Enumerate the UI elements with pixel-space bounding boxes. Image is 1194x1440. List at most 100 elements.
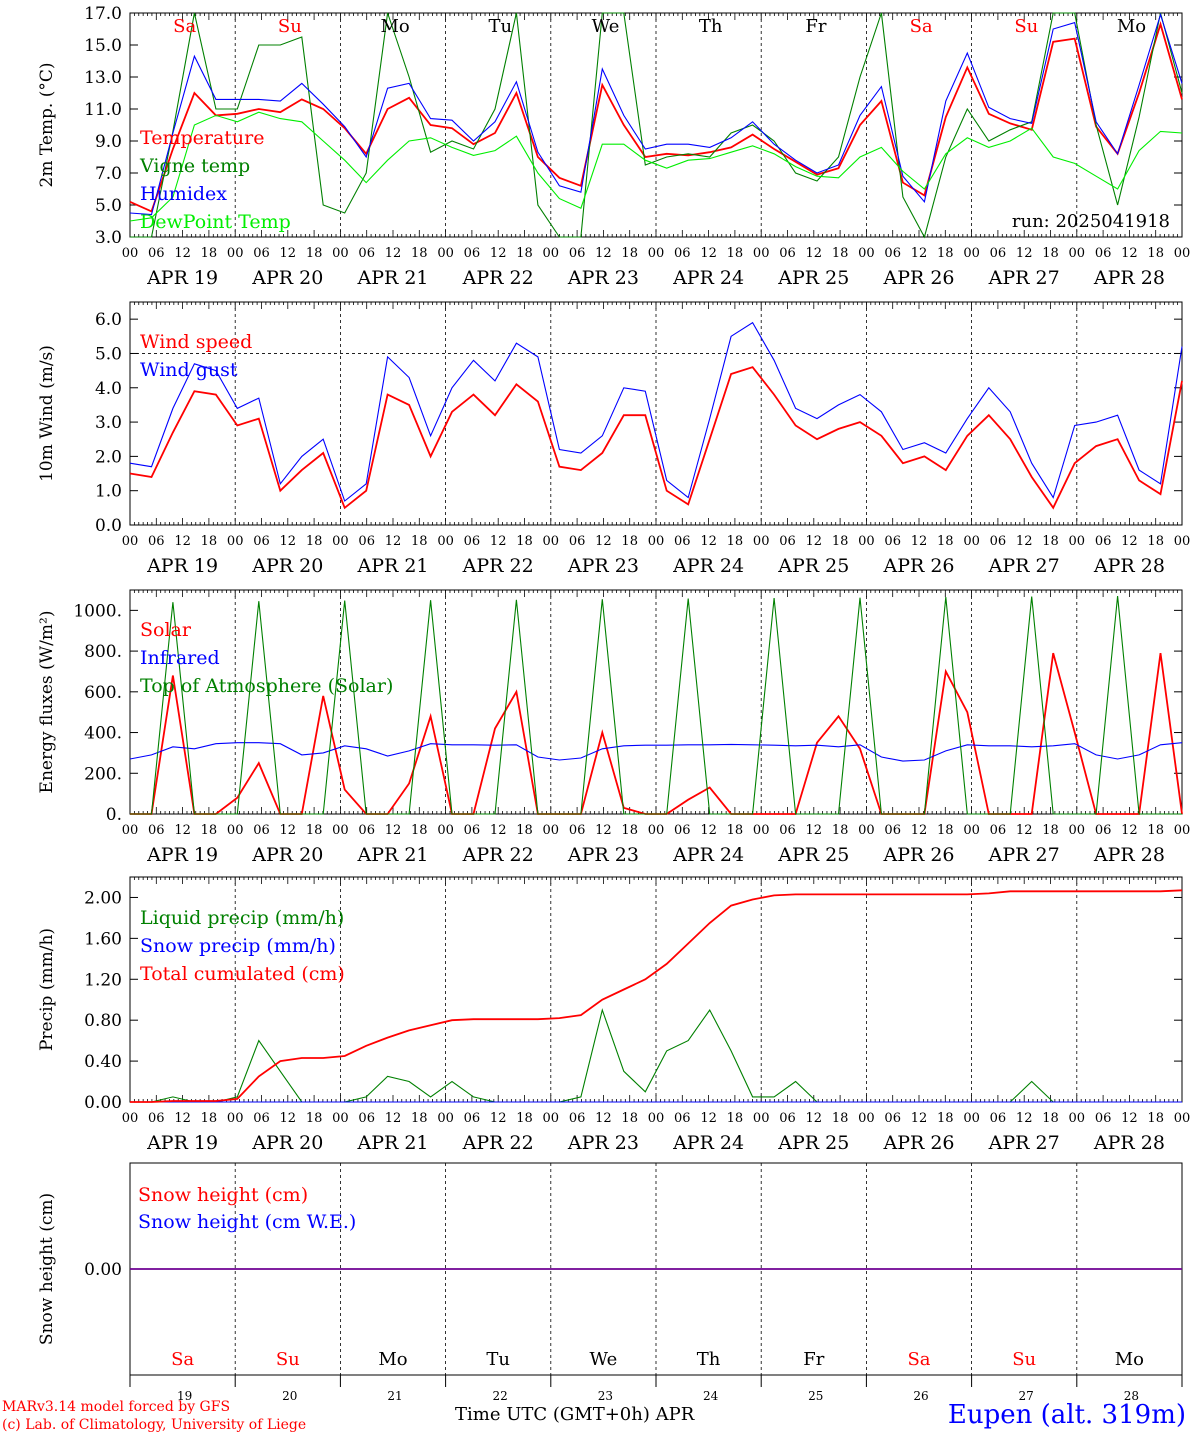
- day-number-label: 24: [703, 1389, 719, 1403]
- hour-tick-label: 00: [227, 823, 244, 838]
- hour-tick-label: 00: [1174, 823, 1191, 838]
- series-line-humidex: [129, 12, 1183, 216]
- date-label: APR 28: [1093, 844, 1165, 866]
- day-name-label: Su: [278, 16, 302, 37]
- day-name-label: Mo: [380, 16, 409, 37]
- date-label: APR 28: [1093, 267, 1165, 289]
- hour-tick-label: 18: [201, 1111, 218, 1126]
- hour-tick-label: 18: [516, 823, 533, 838]
- hour-tick-label: 18: [727, 823, 744, 838]
- hour-tick-label: 18: [516, 246, 533, 261]
- hour-tick-label: 12: [174, 1111, 191, 1126]
- date-label: APR 25: [777, 844, 849, 866]
- hour-tick-label: 06: [674, 246, 691, 261]
- hour-tick-label: 00: [753, 534, 770, 549]
- hour-tick-label: 12: [700, 534, 717, 549]
- hour-tick-label: 06: [884, 823, 901, 838]
- hour-tick-label: 00: [332, 1111, 349, 1126]
- date-label: APR 22: [462, 555, 534, 577]
- legend-entry: Total cumulated (cm): [140, 963, 345, 985]
- day-name-label: Sa: [910, 16, 933, 37]
- hour-tick-label: 12: [385, 534, 402, 549]
- hour-tick-label: 06: [1095, 246, 1112, 261]
- date-label: APR 23: [567, 844, 639, 866]
- hour-tick-label: 00: [1174, 246, 1191, 261]
- hour-tick-label: 00: [1069, 1111, 1086, 1126]
- hour-tick-label: 00: [543, 534, 560, 549]
- day-number-label: 20: [282, 1389, 297, 1403]
- x-axis-month: APR: [655, 1404, 695, 1425]
- date-label: APR 23: [567, 555, 639, 577]
- legend-entry: Wind speed: [140, 331, 252, 353]
- hour-tick-label: 12: [911, 246, 928, 261]
- hour-tick-label: 12: [806, 823, 823, 838]
- date-label: APR 23: [567, 267, 639, 289]
- hour-tick-label: 12: [595, 246, 612, 261]
- hour-tick-label: 18: [411, 246, 428, 261]
- hour-tick-label: 06: [569, 534, 586, 549]
- hour-tick-label: 00: [437, 1111, 454, 1126]
- y-tick-label: 3.0: [95, 228, 122, 248]
- y-tick-label: 600.: [84, 683, 122, 703]
- date-label: APR 26: [882, 267, 954, 289]
- hour-tick-label: 06: [569, 1111, 586, 1126]
- hour-tick-label: 00: [332, 823, 349, 838]
- legend-entry: Top of Atmosphere (Solar): [140, 675, 393, 697]
- day-number-label: 27: [1019, 1389, 1034, 1403]
- day-name-label: Mo: [1117, 16, 1146, 37]
- y-tick-label: 7.0: [95, 164, 122, 184]
- hour-tick-label: 00: [963, 534, 980, 549]
- hour-tick-label: 06: [358, 246, 375, 261]
- date-label: APR 21: [356, 267, 428, 289]
- hour-tick-label: 18: [832, 823, 849, 838]
- y-tick-label: 2.00: [84, 888, 122, 908]
- hour-tick-label: 12: [595, 534, 612, 549]
- hour-tick-label: 00: [122, 823, 139, 838]
- y-tick-label: 2.0: [95, 447, 122, 467]
- date-label: APR 19: [146, 1132, 218, 1154]
- date-label: APR 20: [251, 267, 323, 289]
- date-label: APR 25: [777, 1132, 849, 1154]
- hour-tick-label: 00: [753, 246, 770, 261]
- hour-tick-label: 06: [779, 823, 796, 838]
- legend-entry: Temperature: [140, 127, 264, 149]
- hour-tick-label: 18: [621, 823, 638, 838]
- hour-tick-label: 12: [385, 1111, 402, 1126]
- day-number-label: 22: [493, 1389, 508, 1403]
- hour-tick-label: 12: [1121, 246, 1138, 261]
- hour-tick-label: 06: [148, 1111, 165, 1126]
- hour-tick-label: 18: [1042, 823, 1059, 838]
- hour-tick-label: 18: [516, 534, 533, 549]
- hour-tick-label: 06: [674, 534, 691, 549]
- date-label: APR 21: [356, 555, 428, 577]
- hour-tick-label: 12: [1121, 1111, 1138, 1126]
- hour-tick-label: 18: [201, 246, 218, 261]
- day-number-label: 26: [913, 1389, 928, 1403]
- hour-tick-label: 00: [1069, 246, 1086, 261]
- hour-tick-label: 12: [1016, 246, 1033, 261]
- run-annotation: run: 2025041918: [1012, 211, 1170, 232]
- y-tick-label: 0.80: [84, 1011, 122, 1031]
- day-number-label: 28: [1124, 1389, 1139, 1403]
- hour-tick-label: 18: [201, 823, 218, 838]
- x-axis-title-block: Time UTC (GMT+0h) APR: [455, 1404, 694, 1425]
- hour-tick-label: 06: [464, 823, 481, 838]
- y-tick-label: 1.60: [84, 929, 122, 949]
- y-tick-label: 1000.: [73, 601, 122, 621]
- hour-tick-label: 00: [963, 823, 980, 838]
- date-label: APR 20: [251, 555, 323, 577]
- station-name: Eupen (alt. 319m): [947, 1400, 1186, 1430]
- hour-tick-label: 12: [1121, 534, 1138, 549]
- day-number-label: 21: [387, 1389, 402, 1403]
- legend-entry: Wind gust: [140, 359, 238, 381]
- legend-entry: Snow height (cm): [138, 1184, 308, 1206]
- hour-tick-label: 18: [1147, 246, 1164, 261]
- hour-tick-label: 00: [648, 246, 665, 261]
- y-tick-label: 17.0: [84, 4, 122, 24]
- date-label: APR 21: [356, 844, 428, 866]
- hour-tick-label: 12: [280, 246, 297, 261]
- y-tick-label: 6.0: [95, 310, 122, 330]
- hour-tick-label: 18: [832, 1111, 849, 1126]
- date-label: APR 24: [672, 267, 744, 289]
- day-name-label: Fr: [805, 16, 826, 37]
